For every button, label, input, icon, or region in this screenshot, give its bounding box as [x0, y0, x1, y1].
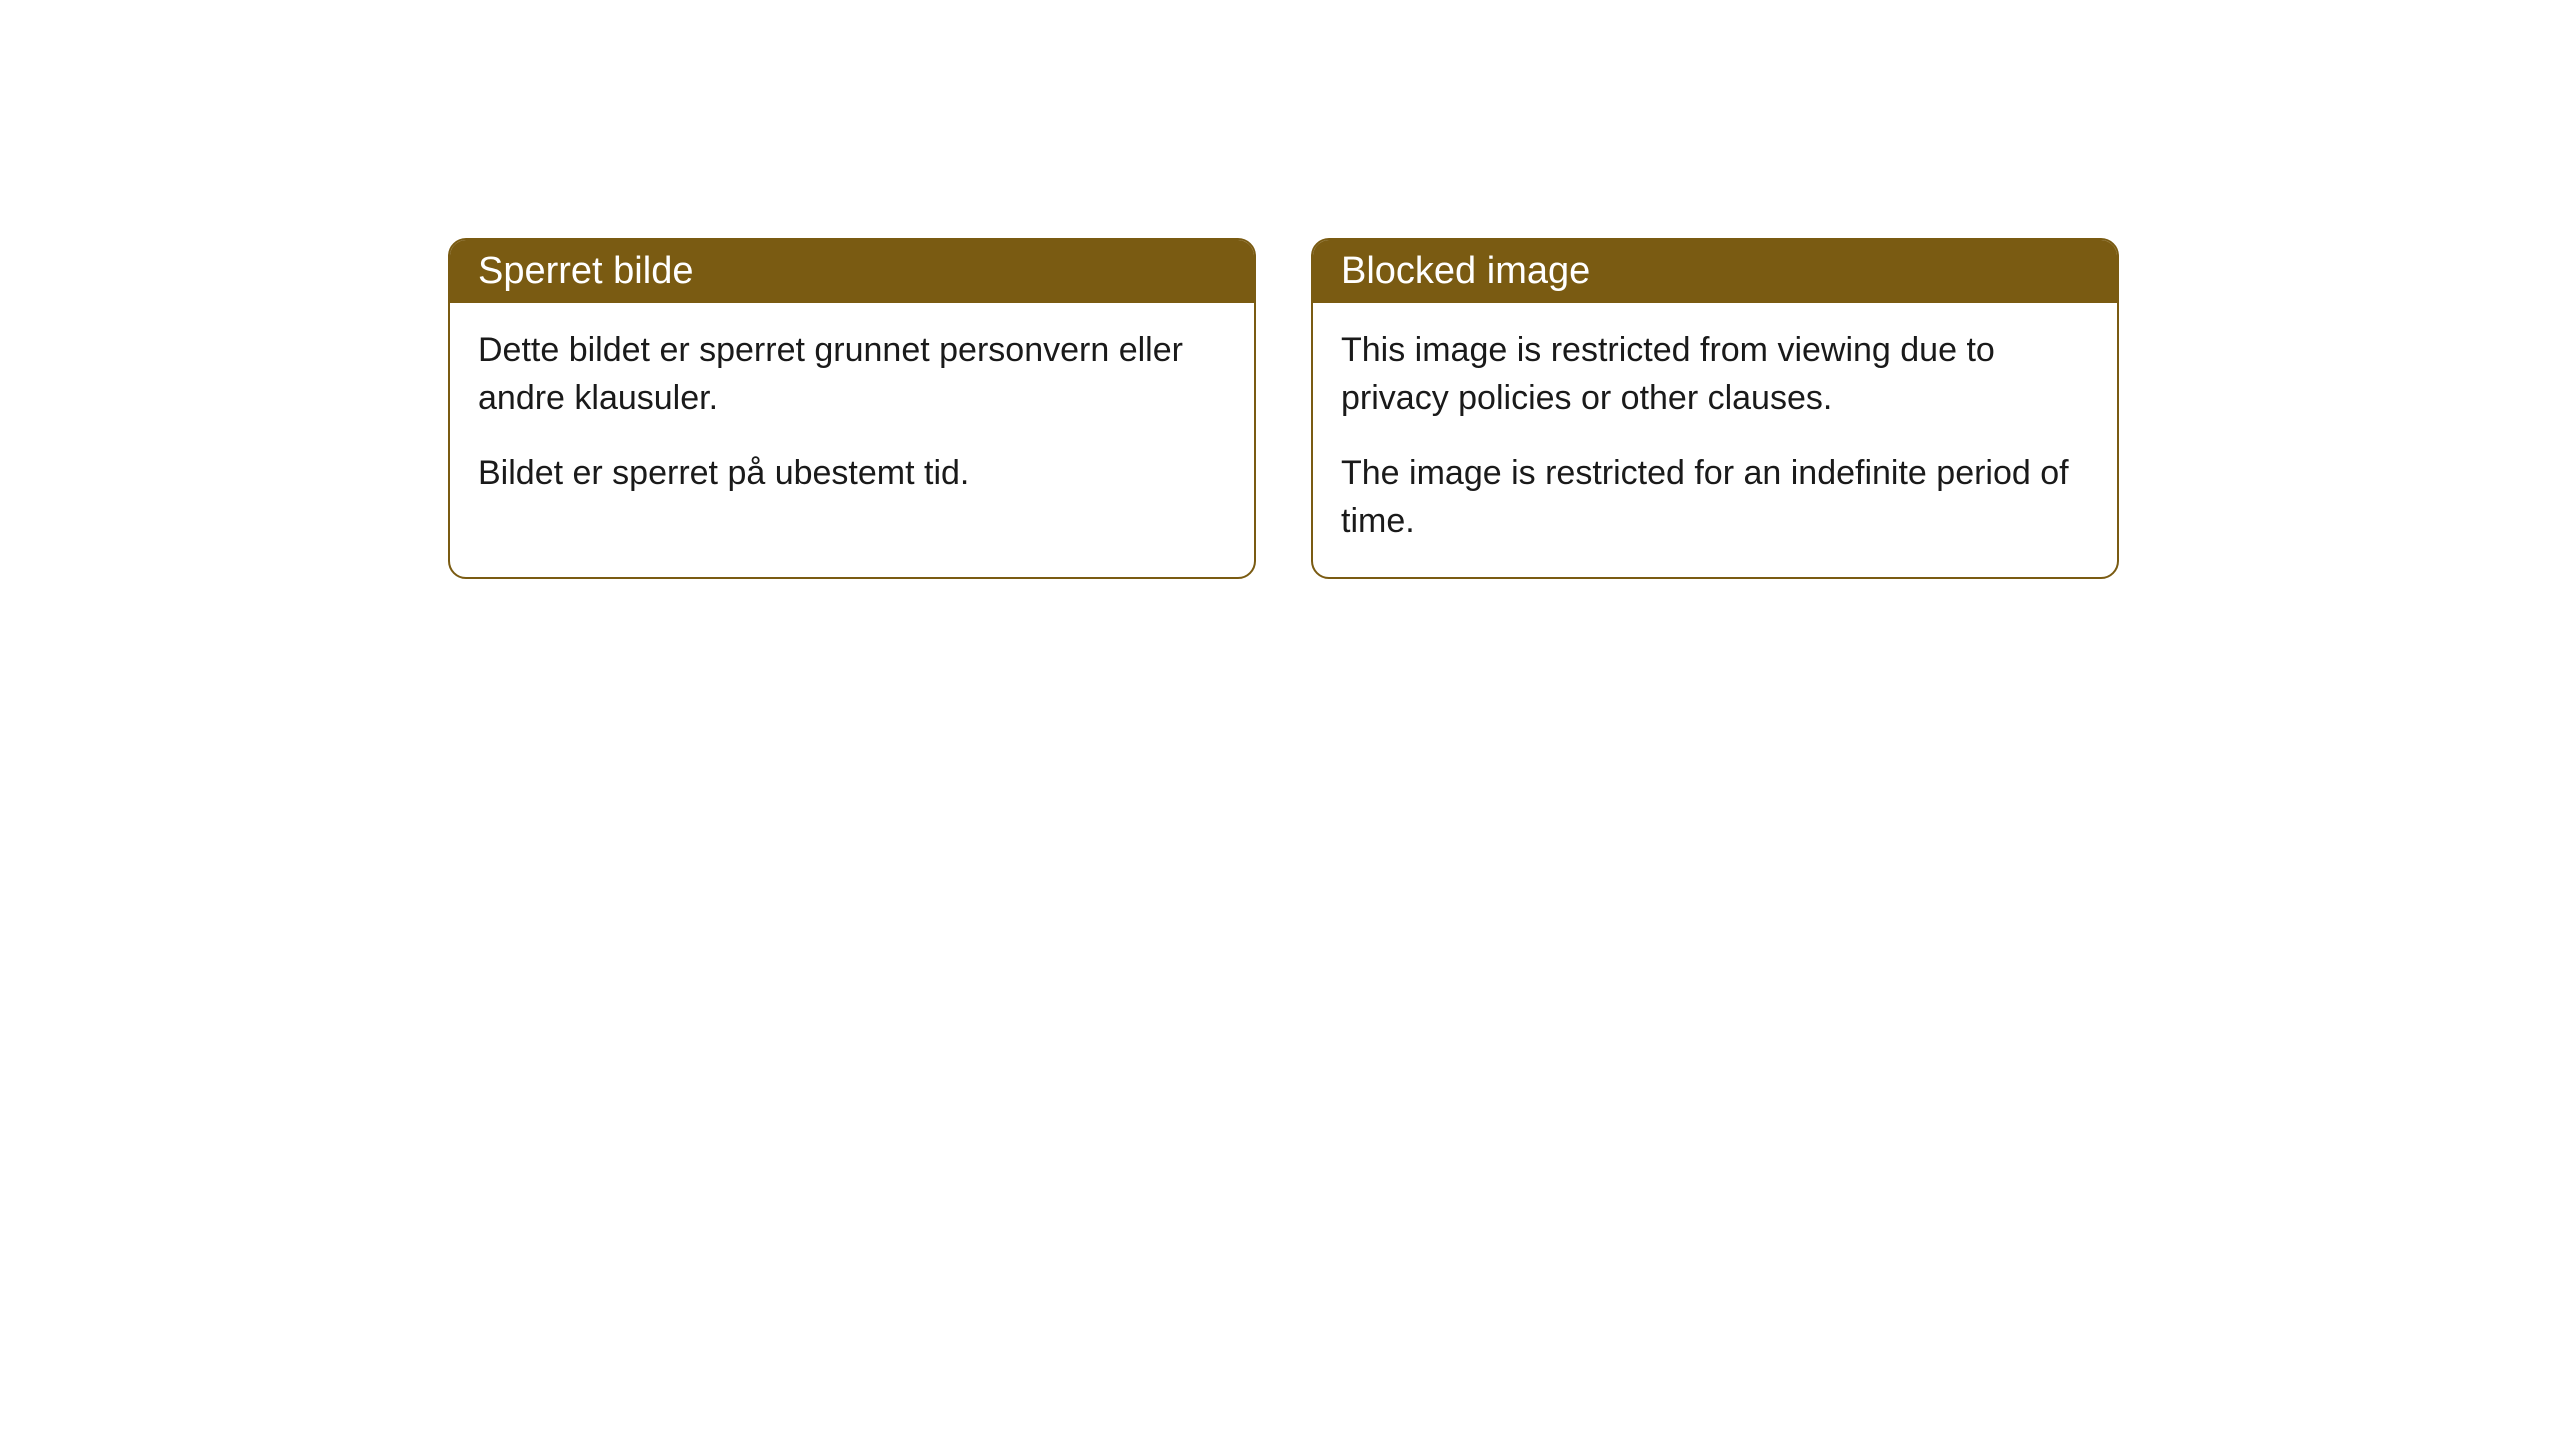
card-body-english: This image is restricted from viewing du…: [1313, 303, 2117, 577]
card-paragraph: This image is restricted from viewing du…: [1341, 327, 2089, 422]
card-title: Sperret bilde: [478, 250, 693, 292]
card-paragraph: The image is restricted for an indefinit…: [1341, 450, 2089, 545]
card-paragraph: Bildet er sperret på ubestemt tid.: [478, 450, 1226, 498]
card-body-norwegian: Dette bildet er sperret grunnet personve…: [450, 303, 1254, 530]
card-header-english: Blocked image: [1313, 240, 2117, 303]
notice-cards-container: Sperret bilde Dette bildet er sperret gr…: [448, 238, 2119, 579]
card-title: Blocked image: [1341, 250, 1590, 292]
notice-card-norwegian: Sperret bilde Dette bildet er sperret gr…: [448, 238, 1256, 579]
card-header-norwegian: Sperret bilde: [450, 240, 1254, 303]
notice-card-english: Blocked image This image is restricted f…: [1311, 238, 2119, 579]
card-paragraph: Dette bildet er sperret grunnet personve…: [478, 327, 1226, 422]
